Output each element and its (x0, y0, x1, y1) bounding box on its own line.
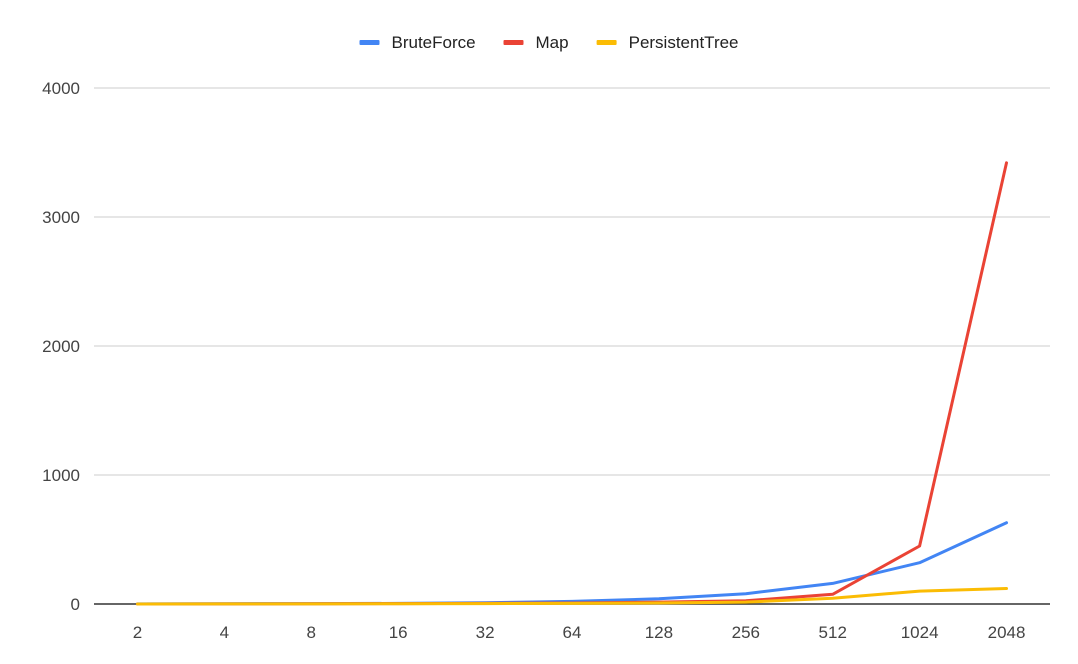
x-axis: 2 4 8 16 32 64 128 256 512 1024 2048 (94, 603, 1050, 642)
x-tick-label: 512 (819, 623, 847, 642)
x-tick-label: 16 (389, 623, 408, 642)
series-lines (136, 161, 1008, 606)
legend-swatch (359, 40, 380, 45)
legend-swatch (503, 40, 524, 45)
x-tick-label: 64 (563, 623, 582, 642)
y-tick-label: 4000 (42, 79, 80, 98)
x-tick-label: 32 (476, 623, 495, 642)
legend-label: PersistentTree (629, 33, 739, 52)
series-line-persistenttree (136, 587, 1008, 606)
x-tick-label: 256 (732, 623, 760, 642)
x-tick-label: 8 (307, 623, 316, 642)
x-tick-label: 1024 (901, 623, 939, 642)
x-tick-label: 2 (133, 623, 142, 642)
legend-label: Map (536, 33, 569, 52)
y-tick-label: 1000 (42, 466, 80, 485)
legend-item-bruteforce[interactable]: BruteForce (359, 33, 476, 52)
series-line-bruteforce (136, 521, 1008, 606)
legend-swatch (596, 40, 617, 45)
y-tick-label: 0 (71, 595, 80, 614)
y-tick-label: 3000 (42, 208, 80, 227)
series-line-map (136, 161, 1008, 606)
gridlines (94, 87, 1050, 476)
y-tick-label: 2000 (42, 337, 80, 356)
x-tick-label: 2048 (988, 623, 1026, 642)
x-tick-label: 4 (220, 623, 229, 642)
y-axis: 0 1000 2000 3000 4000 (42, 79, 80, 614)
legend-label: BruteForce (392, 33, 476, 52)
legend: BruteForce Map PersistentTree (359, 33, 739, 52)
legend-item-persistenttree[interactable]: PersistentTree (596, 33, 739, 52)
x-tick-label: 128 (645, 623, 673, 642)
legend-item-map[interactable]: Map (503, 33, 569, 52)
